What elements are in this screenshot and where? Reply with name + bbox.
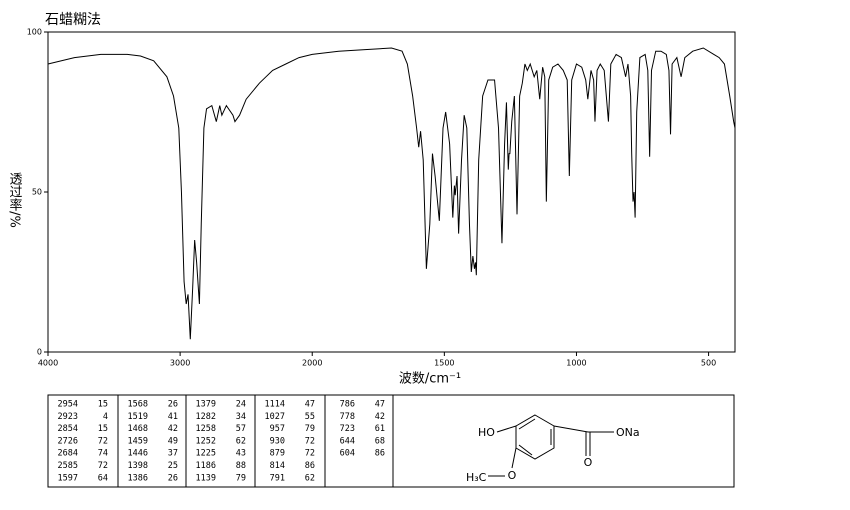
peak-transmittance: 79 [305, 424, 315, 434]
table-frame [47, 394, 735, 488]
peak-wavenumber: 2726 [58, 436, 78, 446]
peak-transmittance: 25 [168, 461, 178, 471]
peak-wavenumber: 814 [270, 461, 285, 471]
peak-wavenumber: 1282 [196, 412, 216, 422]
x-tick-label: 1500 [434, 359, 454, 368]
structure-label: O [584, 456, 593, 469]
peak-wavenumber: 1139 [196, 473, 216, 483]
peak-wavenumber: 1379 [196, 400, 216, 410]
peak-transmittance: 43 [236, 449, 246, 459]
peak-transmittance: 15 [98, 424, 108, 434]
peak-wavenumber: 723 [340, 424, 355, 434]
peak-wavenumber: 957 [270, 424, 285, 434]
peak-wavenumber: 2684 [58, 449, 78, 459]
peak-transmittance: 72 [305, 436, 315, 446]
x-tick-label: 2000 [302, 359, 322, 368]
spectrum-line [47, 47, 736, 340]
peak-transmittance: 15 [98, 400, 108, 410]
structure-label: O [508, 469, 517, 482]
peak-wavenumber: 879 [270, 449, 285, 459]
peak-wavenumber: 1225 [196, 449, 216, 459]
peak-transmittance: 49 [168, 436, 178, 446]
peak-transmittance: 37 [168, 449, 178, 459]
peak-wavenumber: 1519 [128, 412, 148, 422]
peak-wavenumber: 1114 [265, 400, 285, 410]
structure-label: H₃C [466, 471, 487, 484]
peak-wavenumber: 786 [340, 400, 355, 410]
x-tick-label: 500 [701, 359, 716, 368]
x-axis-label: 波数/cm⁻¹ [399, 372, 461, 387]
peak-wavenumber: 1468 [128, 424, 148, 434]
peak-wavenumber: 1186 [196, 461, 216, 471]
peak-transmittance: 34 [236, 412, 246, 422]
x-tick-label: 4000 [38, 359, 58, 368]
peak-wavenumber: 1568 [128, 400, 148, 410]
peak-wavenumber: 1027 [265, 412, 285, 422]
structure-label: HO [478, 426, 495, 439]
peak-transmittance: 26 [168, 400, 178, 410]
structure-label: ONa [616, 426, 640, 439]
peak-transmittance: 62 [305, 473, 315, 483]
peak-transmittance: 47 [305, 400, 315, 410]
peak-transmittance: 61 [375, 424, 385, 434]
peak-transmittance: 79 [236, 473, 246, 483]
x-tick-label: 1000 [566, 359, 586, 368]
peak-transmittance: 42 [168, 424, 178, 434]
peak-wavenumber: 644 [340, 436, 355, 446]
peak-transmittance: 88 [236, 461, 246, 471]
peak-wavenumber: 2854 [58, 424, 78, 434]
peak-transmittance: 72 [305, 449, 315, 459]
peak-transmittance: 86 [375, 449, 385, 459]
peak-wavenumber: 2923 [58, 412, 78, 422]
x-tick-label: 3000 [170, 359, 190, 368]
peak-wavenumber: 1398 [128, 461, 148, 471]
peak-wavenumber: 2954 [58, 400, 78, 410]
structure-bonds [488, 414, 614, 477]
peak-wavenumber: 791 [270, 473, 285, 483]
peak-transmittance: 72 [98, 461, 108, 471]
y-tick-label: 100 [27, 28, 42, 37]
peak-transmittance: 55 [305, 412, 315, 422]
peak-wavenumber: 604 [340, 449, 355, 459]
plot-frame [47, 31, 736, 353]
peak-transmittance: 57 [236, 424, 246, 434]
peak-wavenumber: 1386 [128, 473, 148, 483]
peak-wavenumber: 1597 [58, 473, 78, 483]
peak-transmittance: 24 [236, 400, 246, 410]
peak-transmittance: 26 [168, 473, 178, 483]
peak-transmittance: 4 [103, 412, 108, 422]
y-tick-label: 50 [32, 188, 42, 197]
peak-wavenumber: 930 [270, 436, 285, 446]
peak-transmittance: 64 [98, 473, 108, 483]
peak-wavenumber: 1459 [128, 436, 148, 446]
chart-title: 石蜡糊法 [45, 12, 101, 28]
peak-transmittance: 72 [98, 436, 108, 446]
y-axis-label: 透过率/% [7, 172, 23, 228]
peak-wavenumber: 1446 [128, 449, 148, 459]
y-tick-label: 0 [37, 348, 42, 357]
peak-wavenumber: 778 [340, 412, 355, 422]
peak-transmittance: 47 [375, 400, 385, 410]
peak-transmittance: 62 [236, 436, 246, 446]
peak-transmittance: 86 [305, 461, 315, 471]
peak-transmittance: 42 [375, 412, 385, 422]
peak-wavenumber: 1252 [196, 436, 216, 446]
peak-transmittance: 41 [168, 412, 178, 422]
peak-transmittance: 68 [375, 436, 385, 446]
peak-transmittance: 74 [98, 449, 108, 459]
peak-wavenumber: 1258 [196, 424, 216, 434]
peak-wavenumber: 2585 [58, 461, 78, 471]
